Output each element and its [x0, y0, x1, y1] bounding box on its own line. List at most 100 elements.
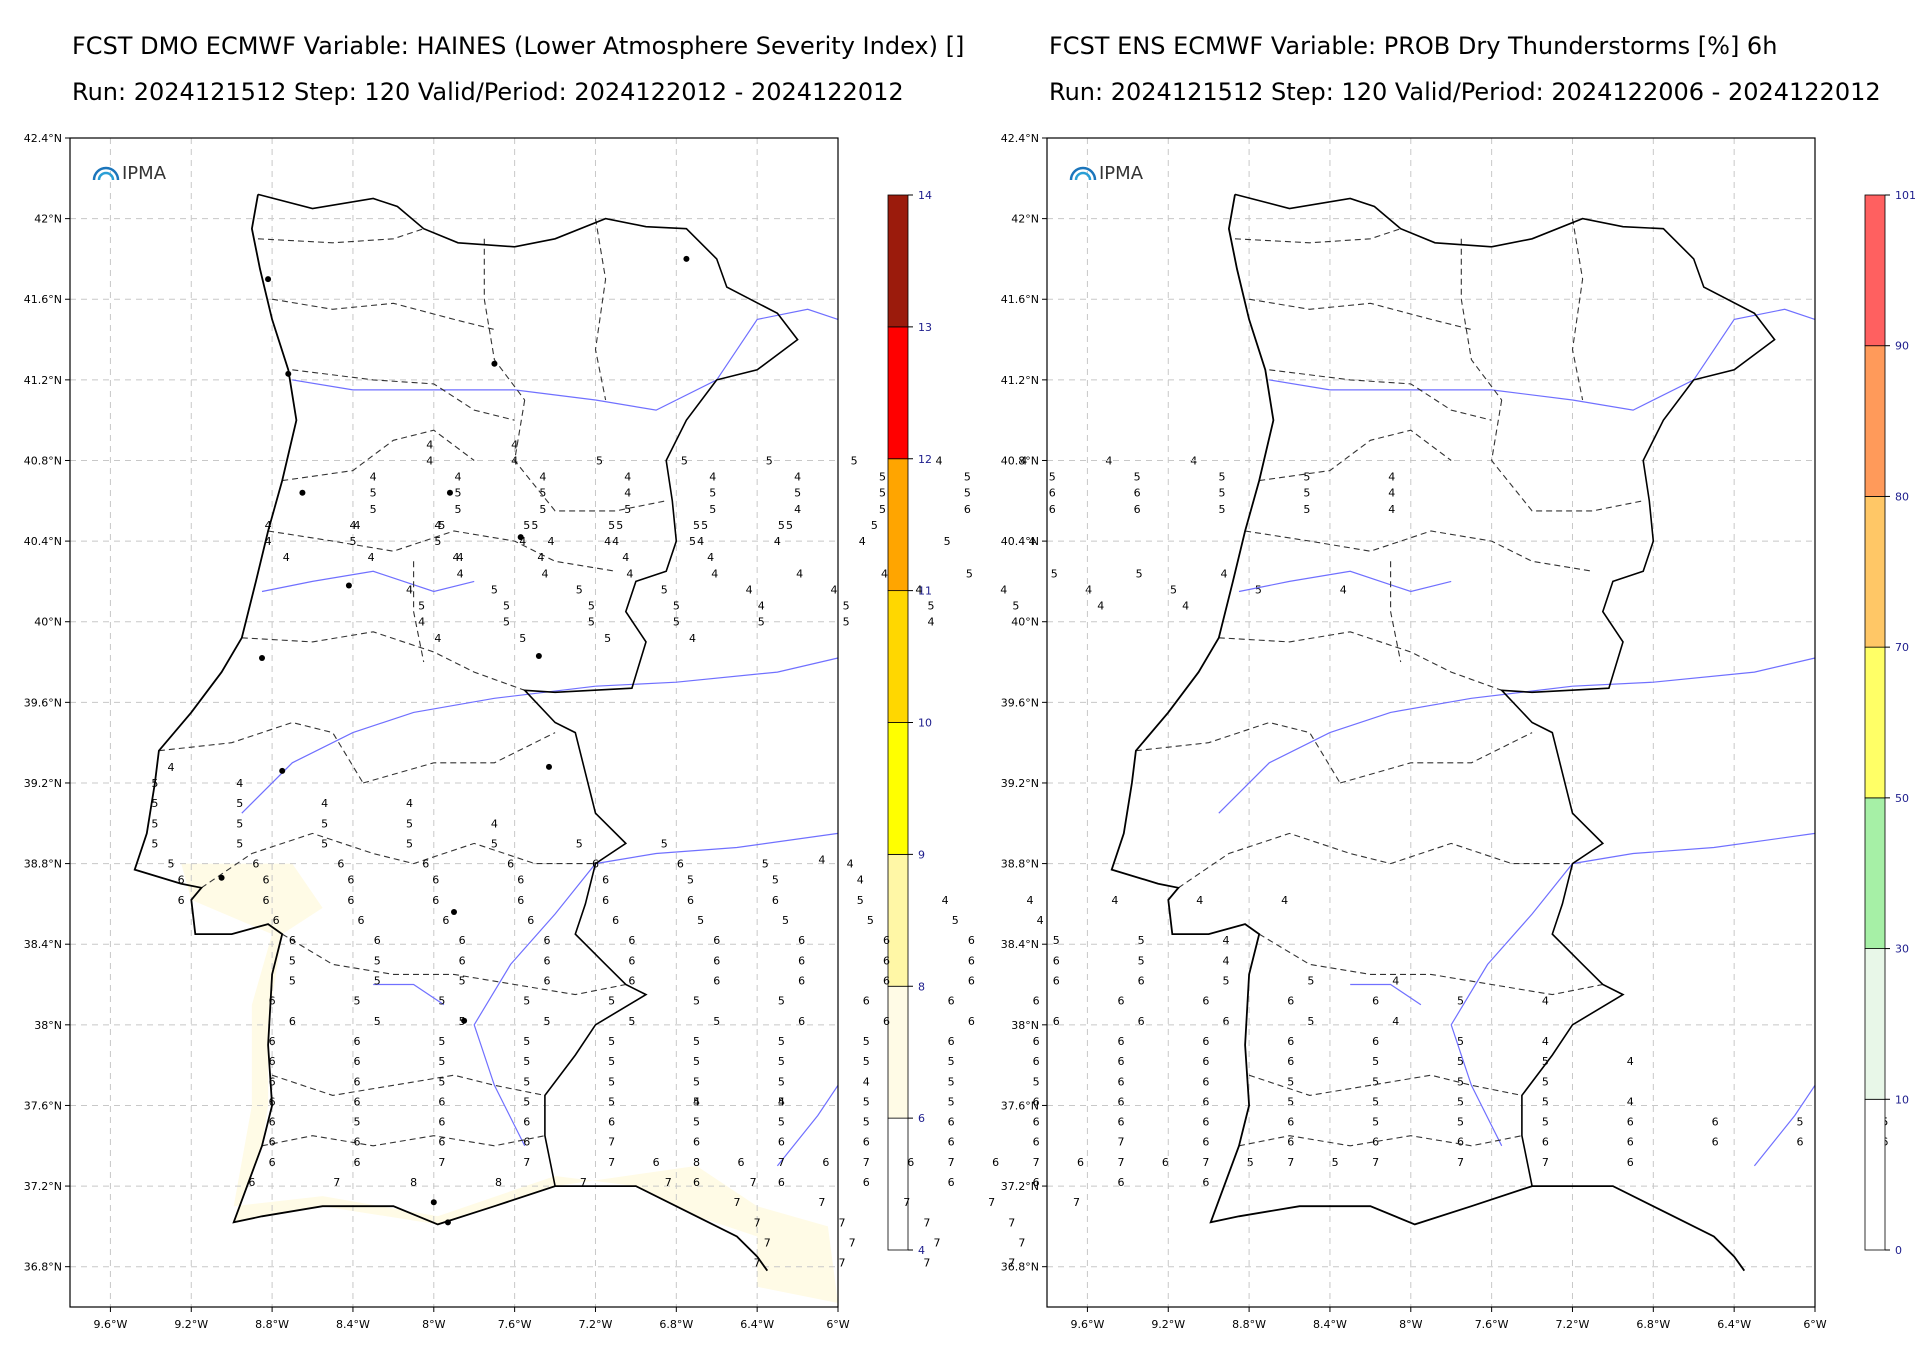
left-haines-value: 5: [863, 1116, 870, 1129]
left-logo-arc-outer: [92, 166, 120, 181]
left-haines-value: 7: [733, 1196, 740, 1209]
left-haines-value: 5: [434, 535, 441, 548]
left-colorbar-segment-5: [887, 458, 909, 592]
left-haines-value: 4: [1223, 954, 1230, 967]
left-district-boundary-11: [362, 732, 556, 784]
left-haines-value: 6: [677, 858, 684, 871]
left-haines-value: 5: [1136, 567, 1143, 580]
left-city-dot-13: [451, 908, 457, 915]
left-haines-value: 4: [942, 894, 949, 907]
left-haines-value: 6: [948, 1035, 955, 1048]
left-city-dot-5: [446, 489, 453, 496]
left-haines-value: 5: [236, 797, 243, 810]
left-lon-tick-label-8: 6.4°W: [740, 1318, 774, 1331]
left-haines-value: 5: [948, 1095, 955, 1108]
left-colorbar-tick-label-1: 6: [918, 1112, 925, 1125]
left-haines-value: 5: [964, 471, 971, 484]
left-colorbar-segment-2: [887, 853, 909, 987]
left-haines-value: 4: [434, 632, 441, 645]
left-haines-value: 6: [1202, 1055, 1209, 1068]
right-district-boundary-5: [1259, 429, 1452, 482]
left-colorbar-tick-label-3: 9: [918, 848, 925, 861]
left-haines-value: 6: [263, 874, 270, 887]
left-haines-value: 5: [693, 1075, 700, 1088]
left-lat-tick-label-8: 39.2°N: [24, 777, 62, 790]
left-haines-value: 4: [1392, 974, 1399, 987]
left-haines-value: 5: [608, 1095, 615, 1108]
left-haines-value: 5: [438, 1035, 445, 1048]
left-lat-tick-label-12: 37.6°N: [24, 1099, 62, 1112]
left-haines-value: 4: [624, 487, 631, 500]
left-haines-value: 5: [349, 535, 356, 548]
left-haines-value: 5: [697, 914, 704, 927]
left-haines-value: 6: [687, 894, 694, 907]
left-haines-value: 6: [628, 974, 635, 987]
left-haines-value: 5: [673, 616, 680, 629]
left-haines-value: 4: [406, 797, 413, 810]
left-haines-value: 6: [992, 1156, 999, 1169]
right-lat-tick-label-11: 38°N: [1011, 1019, 1039, 1032]
right-lon-tick-label-9: 6°W: [1803, 1318, 1826, 1331]
left-haines-value: 6: [1202, 1176, 1209, 1189]
left-haines-value: 4: [537, 551, 544, 564]
left-lon-tick-label-0: 9.6°W: [93, 1318, 127, 1331]
left-haines-value: 4: [1388, 503, 1395, 516]
left-haines-value: 6: [248, 1176, 255, 1189]
left-haines-value: 4: [1340, 583, 1347, 596]
left-haines-value: 5: [778, 1035, 785, 1048]
left-haines-value: 5: [438, 995, 445, 1008]
left-haines-value: 5: [503, 600, 510, 613]
left-haines-value: 6: [1712, 1116, 1719, 1129]
left-colorbar-segment-4: [887, 590, 909, 723]
left-river-2: [241, 657, 839, 814]
left-haines-value: 6: [1033, 1116, 1040, 1129]
left-haines-value: 5: [588, 616, 595, 629]
left-haines-value: 4: [697, 535, 704, 548]
left-haines-value: 6: [798, 1015, 805, 1028]
left-haines-value: 5: [843, 616, 850, 629]
left-haines-value: 6: [438, 1116, 445, 1129]
left-haines-value: 5: [519, 632, 526, 645]
right-lon-tick-label-4: 8°W: [1399, 1318, 1422, 1331]
right-colorbar-tick-label-1: 10: [1895, 1093, 1909, 1106]
left-lat-tick-label-14: 36.8°N: [24, 1261, 62, 1274]
left-haines-value: 6: [1223, 1015, 1230, 1028]
left-lon-tick-label-6: 7.2°W: [579, 1318, 613, 1331]
left-haines-value: 6: [968, 1015, 975, 1028]
left-city-dot-7: [345, 582, 352, 589]
left-haines-value: 7: [778, 1156, 785, 1169]
left-colorbar-segment-0: [887, 1117, 909, 1251]
left-haines-value: 5: [1542, 1075, 1549, 1088]
left-haines-value: 5: [459, 1015, 466, 1028]
left-haines-value: 5: [151, 837, 158, 850]
left-haines-value: 5: [709, 487, 716, 500]
left-haines-value: 8: [410, 1176, 417, 1189]
left-haines-value: 6: [1134, 487, 1141, 500]
left-haines-value: 6: [1117, 1116, 1124, 1129]
left-haines-value: 6: [798, 934, 805, 947]
left-haines-value: 4: [457, 551, 464, 564]
left-haines-value: 6: [968, 974, 975, 987]
left-haines-value: 5: [321, 837, 328, 850]
left-haines-value: 4: [624, 471, 631, 484]
left-haines-value: 4: [604, 535, 611, 548]
left-haines-value: 4: [168, 761, 175, 774]
left-haines-value: 7: [948, 1156, 955, 1169]
left-haines-value: 4: [818, 854, 825, 867]
left-haines-value: 5: [778, 1116, 785, 1129]
left-haines-value: 6: [432, 874, 439, 887]
left-haines-value: 6: [263, 894, 270, 907]
right-district-boundary-12: [1178, 832, 1573, 889]
left-haines-value: 5: [289, 954, 296, 967]
left-district-boundary-10: [158, 721, 364, 784]
left-haines-value: 5: [523, 519, 530, 532]
left-value-shading: [181, 863, 838, 1303]
right-map-run-line: Run: 2024121512 Step: 120 Valid/Period: …: [1049, 78, 1881, 106]
left-haines-value: 6: [442, 914, 449, 927]
left-haines-value: 6: [1053, 954, 1060, 967]
left-haines-value: 6: [737, 1156, 744, 1169]
right-map-title: FCST ENS ECMWF Variable: PROB Dry Thunde…: [1049, 32, 1778, 60]
left-haines-value: 4: [426, 438, 433, 451]
left-district-boundary-4: [594, 218, 607, 401]
left-haines-value: 5: [608, 519, 615, 532]
